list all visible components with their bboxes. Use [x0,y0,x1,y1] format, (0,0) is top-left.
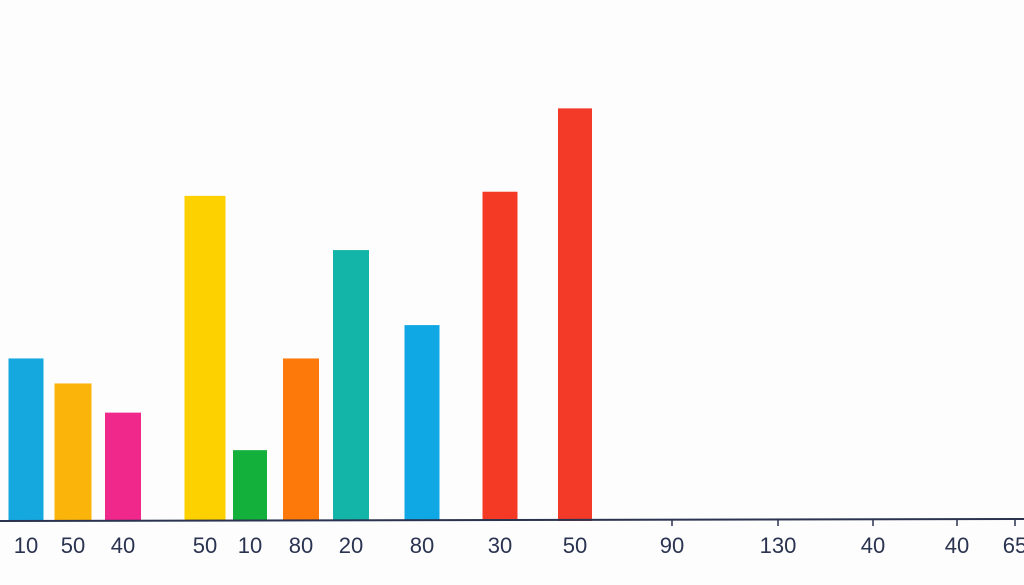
x-tick-label: 65 [1003,533,1024,558]
x-tick-label: 40 [111,533,135,558]
x-tick-label: 130 [760,533,797,558]
bar-3 [184,195,226,521]
x-tick-label: 40 [861,533,885,558]
x-tick-label: 50 [193,533,217,558]
x-tick-label: 50 [61,533,85,558]
x-tick-label: 80 [289,533,313,558]
bar-4 [233,450,267,521]
x-axis [0,518,1024,522]
bars [8,108,592,522]
bar-7 [404,325,440,521]
x-tick-label: 10 [238,533,262,558]
bar-0 [8,358,44,521]
x-ticks [671,520,1016,526]
x-tick-labels: 10 50 40 50 10 80 20 80 30 50 90 130 40 40 65 [14,533,1024,558]
x-tick-label: 90 [660,533,684,558]
bar-1 [54,383,92,521]
x-tick-label: 30 [488,533,512,558]
bar-8 [482,191,518,521]
bar-6 [333,250,369,521]
x-tick-label: 40 [945,533,969,558]
x-tick-label: 80 [410,533,434,558]
x-tick-label: 10 [14,533,38,558]
bar-9 [558,108,592,522]
x-tick-label: 20 [339,533,363,558]
x-tick-label: 50 [563,533,587,558]
bar-2 [105,412,141,521]
bar-5 [283,358,319,521]
